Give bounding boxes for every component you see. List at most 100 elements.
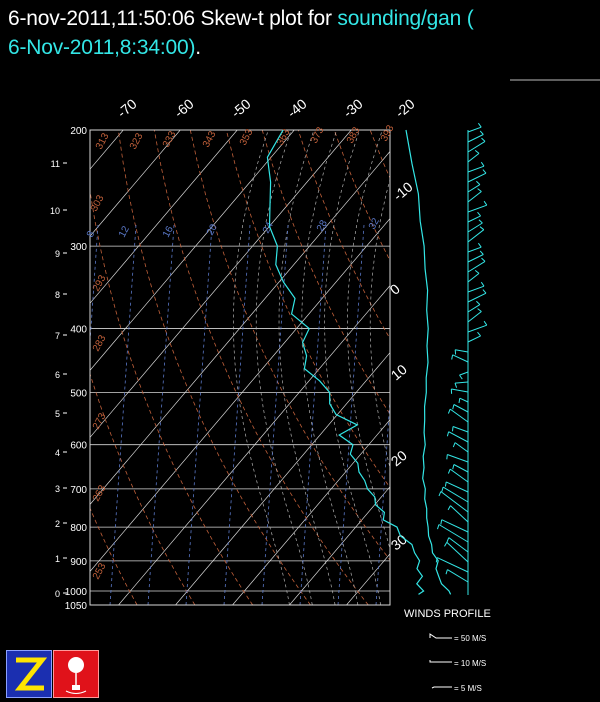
wind-barb-feather — [480, 251, 483, 255]
wind-barb-feather — [482, 138, 486, 141]
wind-barb — [450, 506, 468, 522]
temperature-tick-label: -40 — [284, 95, 310, 120]
wind-barb — [451, 389, 468, 392]
pressure-tick-label: 700 — [70, 485, 87, 496]
isotherm — [404, 130, 600, 605]
wind-barb-feather — [453, 427, 454, 432]
wind-barb-feather — [459, 398, 460, 403]
isotherm — [0, 130, 237, 605]
wind-legend-10-symbol — [430, 660, 452, 662]
radiosonde-logo — [53, 650, 99, 698]
wind-legend-50-symbol — [430, 634, 452, 638]
height-tick-label: 4 — [55, 448, 60, 458]
height-tick-label: 3 — [55, 484, 60, 494]
wind-barb — [447, 570, 468, 582]
wind-profile — [436, 123, 487, 595]
wind-barb-feather — [446, 570, 447, 575]
wind-legend-50: = 50 M/S — [454, 634, 486, 643]
wind-barb — [443, 487, 468, 502]
wind-barb — [439, 525, 468, 543]
wind-barb-feather — [448, 506, 450, 510]
wind-barb — [460, 372, 469, 375]
wind-barb — [468, 216, 481, 222]
wind-barb-feather — [453, 465, 454, 470]
wind-barb — [468, 305, 480, 312]
mixing-ratio-line — [148, 225, 174, 605]
wind-barb — [468, 230, 484, 242]
moist-adiabat — [325, 130, 381, 605]
wind-barb — [442, 520, 468, 532]
pressure-tick-label: 800 — [70, 523, 87, 534]
dry-adiabat — [0, 130, 79, 605]
wind-legend-5-symbol — [432, 687, 452, 688]
height-tick-label: 2 — [55, 519, 60, 529]
mixing-ratio-line — [338, 225, 364, 605]
wind-barb-feather — [482, 258, 486, 261]
wind-barb-feather — [447, 455, 448, 460]
dry-adiabat — [478, 130, 600, 605]
dry-adiabat-label: 253 — [91, 561, 109, 581]
grid-layer — [0, 130, 600, 605]
wind-barb-feather — [478, 243, 481, 247]
dry-adiabat-label: 373 — [309, 125, 327, 145]
wind-barb — [460, 398, 468, 402]
height-tick-label: 11 — [51, 159, 60, 169]
wind-barb-feather — [484, 201, 487, 205]
temperature-tick-label: 10 — [388, 361, 410, 383]
mixing-ratio-line — [224, 225, 250, 605]
wind-barb-feather — [478, 309, 482, 312]
dry-adiabat-label: 263 — [91, 483, 109, 503]
isotherm — [518, 130, 600, 605]
wind-barb-feather — [453, 443, 455, 448]
moist-adiabat — [233, 130, 289, 605]
pressure-tick-label: 600 — [70, 441, 87, 452]
wind-barb — [468, 336, 481, 342]
wind-barb — [468, 135, 483, 143]
height-tick-label: 6 — [55, 370, 60, 380]
dry-adiabat — [298, 130, 599, 605]
pressure-tick-label: 400 — [70, 325, 87, 336]
wind-barb-feather — [476, 301, 480, 304]
wind-legend-10: = 10 M/S — [454, 659, 486, 668]
wind-barb — [468, 141, 485, 152]
temperature-tick-label: -20 — [392, 95, 418, 120]
dry-adiabat-label: 273 — [91, 411, 109, 431]
wind-barb — [468, 166, 484, 172]
wind-barb-feather — [453, 405, 454, 410]
z-logo — [6, 650, 52, 698]
wind-barb-feather — [481, 282, 484, 286]
wind-barb — [468, 192, 481, 203]
wind-barb-feather — [480, 227, 484, 230]
dry-adiabat-label: 303 — [89, 193, 107, 213]
dry-adiabat — [154, 130, 368, 605]
wind-barb — [447, 455, 468, 463]
wind-barb — [468, 153, 479, 162]
dry-adiabat — [118, 130, 310, 605]
wind-barb-feather — [483, 290, 486, 294]
wind-barb-feather — [484, 321, 487, 325]
wind-barb — [468, 325, 487, 332]
dry-adiabat — [0, 130, 22, 605]
plot-frame — [90, 130, 390, 605]
dry-adiabat-label: 283 — [91, 333, 109, 353]
temperature-tick-label: -60 — [171, 95, 197, 120]
wind-barb-feather — [438, 525, 439, 530]
wind-barb — [468, 127, 481, 132]
temperature-tick-label: -10 — [390, 178, 416, 203]
dry-adiabat — [46, 130, 195, 605]
dry-adiabat-label: 343 — [201, 129, 219, 149]
dry-adiabat — [406, 130, 600, 605]
wind-barb — [449, 432, 468, 442]
height-tick-label: 9 — [55, 249, 60, 259]
dry-adiabat — [550, 130, 600, 605]
wind-barb-feather — [475, 150, 479, 153]
wind-barb — [468, 205, 487, 212]
isotherm — [233, 130, 600, 605]
temperature-profile-line — [406, 130, 451, 594]
moist-adiabat — [256, 130, 312, 605]
temperature-tick-label: -50 — [228, 95, 254, 120]
label-layer: 20030040050060070080090010001050-70-60-5… — [50, 95, 418, 612]
wind-barb-feather — [476, 181, 480, 184]
height-tick-label: 8 — [55, 290, 60, 300]
